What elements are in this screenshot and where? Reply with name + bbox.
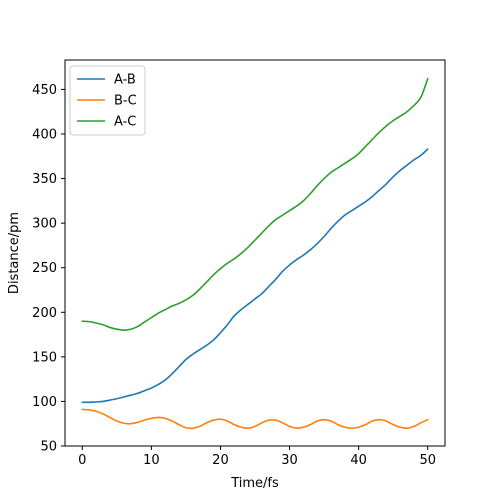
legend: A-B B-C A-C	[69, 65, 146, 136]
legend-label: B-C	[114, 94, 137, 109]
x-axis-ticks: 0 10 20 30 40 50	[78, 446, 436, 468]
y-axis-label: Distance/pm	[7, 212, 22, 294]
x-tick-label: 10	[143, 453, 160, 468]
x-tick-label: 20	[212, 453, 229, 468]
x-tick-label: 30	[281, 453, 298, 468]
y-tick-label: 350	[32, 172, 57, 187]
series-line-a-b	[81, 148, 429, 404]
x-tick-label: 40	[350, 453, 367, 468]
y-tick-label: 100	[32, 395, 57, 410]
series-line-a-c	[81, 77, 429, 331]
y-axis-ticks: 50 100 150 200 250 300 350 400 450	[32, 83, 65, 455]
y-tick-label: 300	[32, 217, 57, 232]
x-axis-label: Time/fs	[230, 476, 279, 491]
y-tick-label: 150	[32, 350, 57, 365]
series-line-b-c	[81, 408, 429, 430]
y-tick-label: 200	[32, 306, 57, 321]
x-tick-label: 0	[78, 453, 86, 468]
legend-label: A-C	[114, 115, 136, 130]
y-tick-label: 250	[32, 261, 57, 276]
x-tick-label: 50	[419, 453, 436, 468]
y-tick-label: 450	[32, 83, 57, 98]
y-tick-label: 50	[40, 440, 57, 455]
series-lines	[81, 77, 429, 430]
legend-label: A-B	[114, 73, 136, 88]
legend-box	[69, 65, 146, 136]
plot-area-frame	[64, 59, 446, 447]
y-tick-label: 400	[32, 127, 57, 142]
